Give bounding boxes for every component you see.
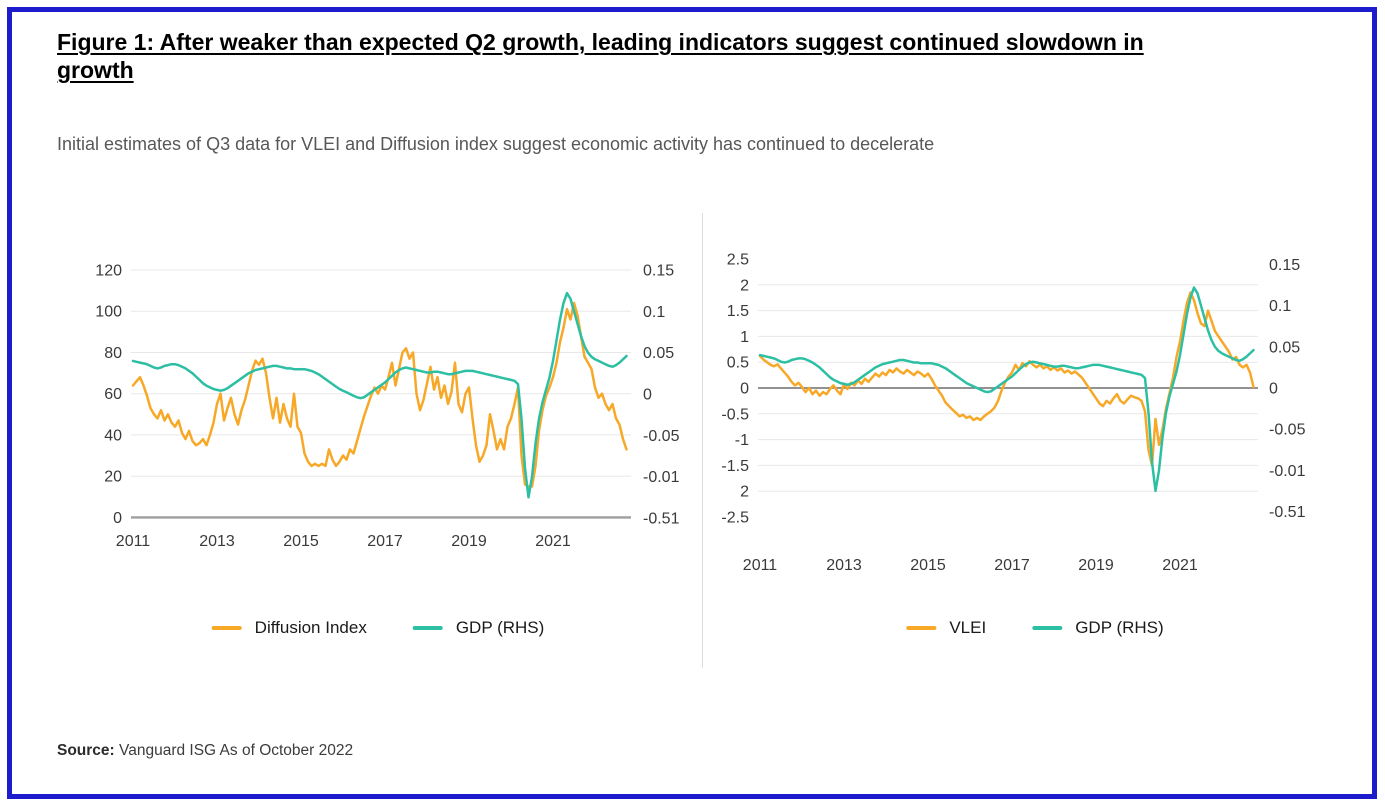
x-axis-tick-label: 2015	[910, 557, 946, 574]
legend-left-chart: Diffusion Index GDP (RHS)	[211, 618, 545, 638]
legend-label-vlei: VLEI	[949, 618, 987, 637]
figure-title: Figure 1: After weaker than expected Q2 …	[57, 29, 1144, 83]
right-axis-tick-label: 0	[1269, 381, 1278, 398]
series-line-gdp-rhs-	[131, 291, 628, 499]
right-axis-tick-label: 0.15	[1269, 257, 1300, 274]
left-axis-tick-label: 0.5	[727, 355, 749, 372]
source-text: Vanguard ISG As of October 2022	[119, 742, 354, 759]
x-axis-tick-label: 2017	[367, 533, 403, 550]
chart-divider	[702, 213, 703, 668]
left-axis-tick-label: 20	[104, 469, 122, 486]
left-axis-tick-label: 2.5	[727, 252, 749, 269]
legend-label-gdp-right: GDP (RHS)	[1075, 618, 1164, 637]
right-axis-tick-label: -0.01	[1269, 463, 1306, 480]
x-axis-tick-label: 2013	[199, 533, 235, 550]
right-axis-tick-label: 0	[643, 387, 652, 404]
vlei-line-swatch	[906, 626, 937, 630]
left-axis-tick-label: 100	[95, 304, 122, 321]
x-axis-tick-label: 2021	[535, 533, 571, 550]
source-label: Source:	[57, 742, 115, 759]
left-axis-tick-label: -0.5	[721, 406, 749, 423]
x-axis-tick-label: 2015	[283, 533, 319, 550]
x-axis-tick-label: 2013	[826, 557, 862, 574]
left-axis-tick-label: 80	[104, 345, 122, 362]
source-line: Source: Vanguard ISG As of October 2022	[57, 742, 353, 760]
left-axis-tick-label: 60	[104, 386, 122, 403]
figure-subtitle: Initial estimates of Q3 data for VLEI an…	[57, 134, 935, 154]
left-axis-tick-label: 0	[740, 381, 749, 398]
legend-item-gdp-left: GDP (RHS)	[412, 618, 545, 638]
series-line-diffusion-index	[131, 301, 628, 488]
left-axis-tick-label: 1.5	[727, 303, 749, 320]
gdp-line-swatch-right	[1032, 626, 1063, 630]
series-line-gdp-rhs-	[758, 286, 1255, 493]
x-axis-tick-label: 2011	[116, 533, 151, 550]
left-axis-tick-label: 120	[95, 263, 122, 280]
right-axis-tick-label: -0.01	[643, 469, 680, 486]
left-axis-tick-label: -2.5	[721, 510, 749, 527]
x-axis-tick-label: 2017	[994, 557, 1030, 574]
legend-label-diffusion-index: Diffusion Index	[254, 618, 367, 637]
left-axis-tick-label: 2	[740, 484, 749, 501]
legend-label-gdp-left: GDP (RHS)	[455, 618, 545, 637]
gdp-line-swatch	[412, 626, 443, 630]
right-axis-tick-label: 0.15	[643, 263, 674, 280]
x-axis-tick-label: 2019	[1078, 557, 1114, 574]
left-axis-tick-label: 40	[104, 427, 122, 444]
x-axis-tick-label: 2021	[1162, 557, 1198, 574]
right-axis-tick-label: 0.1	[643, 304, 665, 321]
left-axis-tick-label: 0	[113, 510, 122, 527]
legend-item-gdp-right: GDP (RHS)	[1032, 618, 1164, 638]
left-axis-tick-label: -1.5	[721, 458, 749, 475]
diffusion-index-line-swatch	[211, 626, 242, 630]
right-axis-tick-label: -0.51	[1269, 504, 1306, 521]
left-axis-tick-label: 2	[740, 277, 749, 294]
left-axis-tick-label: 1	[740, 329, 749, 346]
left-axis-tick-label: -1	[735, 432, 749, 449]
right-axis-tick-label: 0.1	[1269, 298, 1291, 315]
right-axis-tick-label: -0.05	[643, 428, 680, 445]
legend-item-vlei: VLEI	[906, 618, 986, 638]
right-axis-tick-label: -0.05	[1269, 422, 1306, 439]
right-axis-tick-label: 0.05	[643, 345, 674, 362]
x-axis-tick-label: 2019	[451, 533, 487, 550]
legend-right-chart: VLEI GDP (RHS)	[906, 618, 1164, 638]
right-axis-tick-label: -0.51	[643, 511, 680, 528]
right-axis-tick-label: 0.05	[1269, 339, 1300, 356]
x-axis-tick-label: 2011	[743, 557, 778, 574]
legend-item-diffusion-index: Diffusion Index	[211, 618, 367, 638]
